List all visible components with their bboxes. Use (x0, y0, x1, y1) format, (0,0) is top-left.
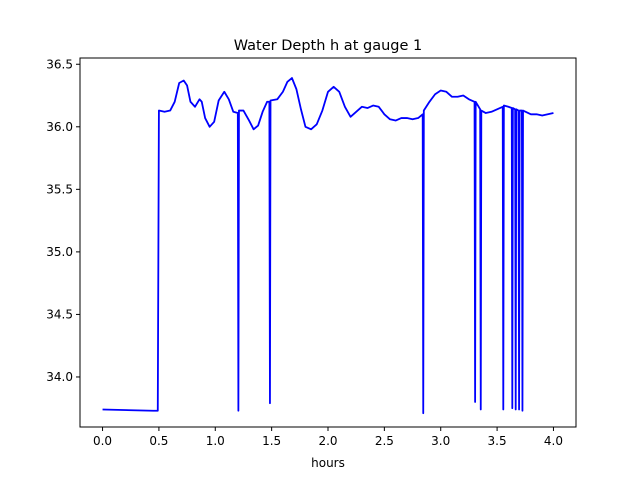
x-tick-label: 0.5 (149, 434, 168, 448)
x-tick-label: 3.0 (431, 434, 450, 448)
y-tick-label: 36.0 (46, 120, 73, 134)
y-tick-label: 34.0 (46, 370, 73, 384)
chart-title: Water Depth h at gauge 1 (234, 38, 422, 54)
x-tick-label: 3.5 (488, 434, 507, 448)
axes-frame (79, 57, 577, 428)
y-tick-label: 36.5 (46, 57, 73, 71)
x-tick-label: 4.0 (544, 434, 563, 448)
x-axis-ticks: 0.0 0.5 1.0 1.5 2.0 2.5 3.0 3.5 4.0 (93, 427, 563, 448)
y-axis-ticks: 34.0 34.5 35.0 35.5 36.0 36.5 (46, 57, 80, 384)
y-tick-label: 35.0 (46, 245, 73, 259)
x-tick-label: 1.0 (206, 434, 225, 448)
x-tick-label: 2.0 (318, 434, 337, 448)
x-tick-label: 0.0 (93, 434, 112, 448)
y-tick-label: 34.5 (46, 307, 73, 321)
x-tick-label: 2.5 (375, 434, 394, 448)
series-line-0 (102, 77, 554, 415)
x-axis-label: hours (311, 456, 345, 470)
y-tick-label: 35.5 (46, 182, 73, 196)
x-tick-label: 1.5 (262, 434, 281, 448)
plot-area (102, 77, 554, 415)
